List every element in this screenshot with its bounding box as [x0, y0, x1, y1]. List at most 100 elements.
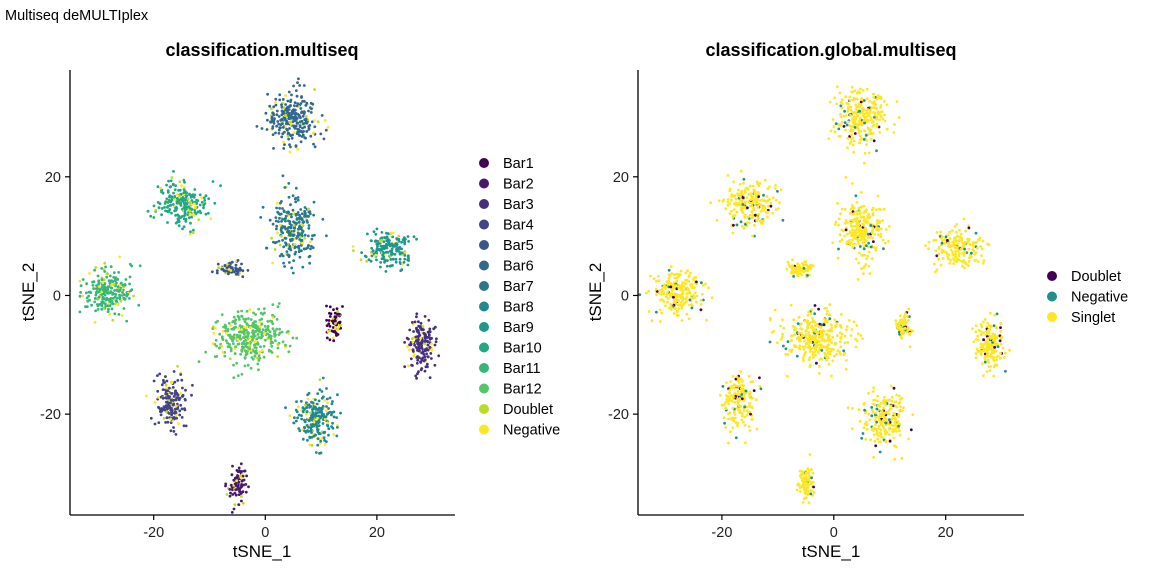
legend-key: [1047, 271, 1057, 281]
scatter-point: [162, 381, 166, 384]
scatter-point: [373, 240, 377, 243]
scatter-point: [806, 467, 810, 471]
scatter-point: [826, 319, 829, 322]
scatter-point: [227, 321, 231, 325]
scatter-point: [307, 207, 310, 211]
scatter-point: [434, 325, 437, 329]
scatter-point: [865, 428, 869, 431]
scatter-point: [274, 131, 277, 135]
legend-label: Doublet: [503, 402, 553, 418]
scatter-point: [839, 104, 843, 108]
scatter-point: [687, 279, 690, 283]
scatter-point: [257, 307, 260, 311]
scatter-point: [766, 215, 769, 219]
scatter-point: [104, 304, 108, 308]
scatter-point: [158, 372, 162, 376]
scatter-point: [948, 244, 952, 248]
scatter-point: [872, 386, 875, 390]
scatter-point: [118, 297, 122, 301]
scatter-point: [171, 203, 175, 206]
scatter-point: [861, 89, 865, 92]
scatter-point: [974, 352, 978, 355]
scatter-point: [371, 249, 375, 253]
scatter-point: [291, 120, 295, 124]
scatter-point: [999, 351, 1002, 355]
scatter-point: [759, 387, 763, 391]
scatter-point: [748, 390, 752, 394]
scatter-point: [839, 345, 843, 349]
scatter-point: [897, 116, 901, 119]
scatter-point: [733, 383, 736, 387]
scatter-point: [168, 195, 171, 199]
scatter-point: [797, 331, 801, 335]
scatter-point: [237, 493, 241, 496]
scatter-point: [861, 337, 864, 341]
scatter-point: [277, 128, 281, 132]
scatter-point: [752, 389, 756, 392]
scatter-point: [813, 312, 816, 316]
scatter-point: [233, 352, 237, 355]
scatter-point: [265, 246, 268, 250]
scatter-point: [307, 109, 310, 113]
scatter-point: [979, 345, 983, 349]
scatter-point: [839, 135, 842, 138]
scatter-point: [785, 374, 789, 378]
scatter-point: [263, 332, 266, 335]
scatter-point: [215, 355, 219, 358]
scatter-point: [728, 411, 732, 415]
scatter-point: [978, 349, 981, 353]
scatter-point: [306, 244, 310, 248]
scatter-point: [733, 401, 737, 404]
scatter-point: [264, 111, 268, 115]
scatter-point: [956, 258, 960, 262]
scatter-point: [963, 250, 967, 254]
scatter-point: [797, 267, 801, 270]
scatter-point: [934, 238, 938, 242]
scatter-point: [741, 211, 745, 215]
scatter-point: [116, 289, 120, 293]
scatter-point: [780, 335, 784, 339]
scatter-point: [736, 403, 740, 406]
scatter-point: [837, 223, 840, 227]
scatter-point: [309, 134, 313, 138]
scatter-point: [375, 258, 378, 262]
scatter-point: [826, 352, 829, 356]
scatter-point: [293, 112, 297, 116]
scatter-point: [409, 357, 413, 361]
scatter-point: [111, 292, 114, 296]
scatter-point: [879, 432, 883, 436]
scatter-point: [234, 263, 238, 267]
scatter-point: [769, 204, 773, 208]
scatter-point: [800, 470, 804, 473]
legend-key: [1047, 291, 1057, 302]
legend-label: Bar6: [503, 259, 534, 275]
scatter-point: [856, 239, 860, 243]
scatter-point: [246, 345, 249, 349]
scatter-point: [240, 309, 244, 313]
scatter-point: [987, 243, 991, 247]
scatter-point: [807, 331, 810, 334]
scatter-point: [891, 415, 895, 419]
scatter-point: [996, 354, 1000, 358]
scatter-point: [811, 317, 814, 320]
scatter-point: [807, 501, 811, 505]
scatter-point: [1004, 351, 1007, 355]
scatter-point: [974, 330, 978, 334]
scatter-point: [191, 383, 194, 387]
scatter-point: [404, 237, 407, 241]
scatter-point: [428, 330, 432, 334]
scatter-point: [328, 311, 331, 315]
scatter-point: [316, 428, 320, 432]
scatter-point: [657, 275, 660, 278]
scatter-point: [875, 97, 879, 101]
scatter-point: [835, 85, 839, 88]
legend-label: Bar7: [503, 279, 534, 295]
scatter-point: [255, 125, 259, 128]
scatter-point: [731, 384, 734, 388]
scatter-point: [939, 263, 943, 267]
scatter-point: [749, 412, 752, 416]
scatter-point: [179, 373, 183, 376]
scatter-point: [411, 349, 415, 353]
scatter-point: [128, 282, 132, 286]
scatter-point: [379, 244, 383, 248]
